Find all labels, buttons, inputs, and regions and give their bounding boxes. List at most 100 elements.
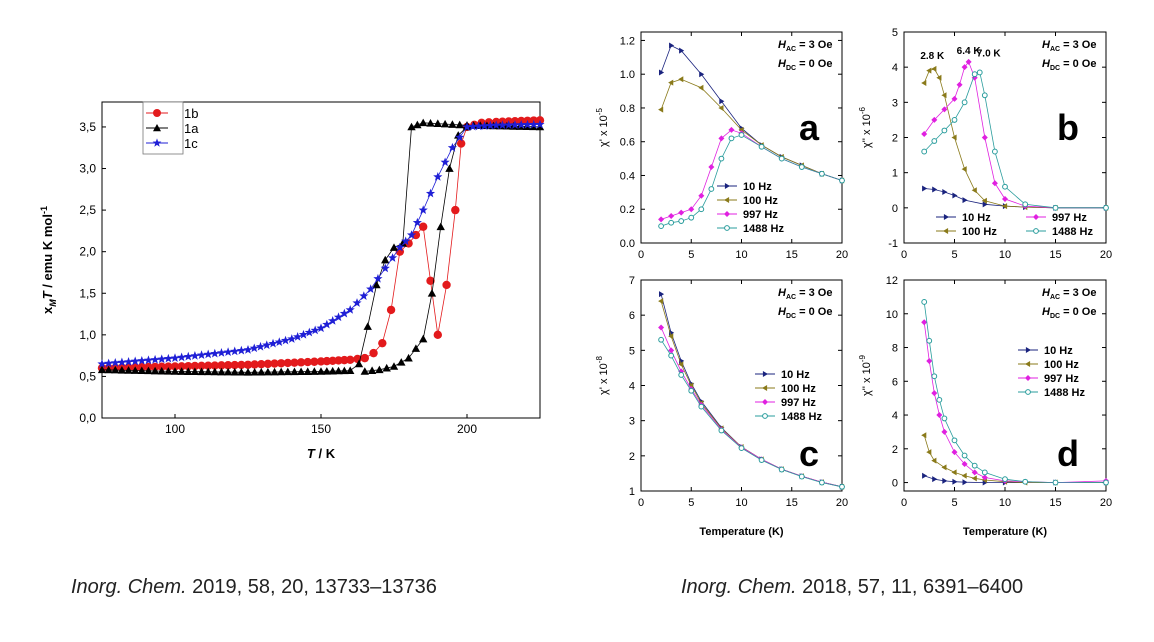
chart-a: 0 5 10 15 20 0.0 0.2 0.4 0.6 0.8 1.0 1.2 χ' x 10-5 10… (595, 31, 848, 261)
y-tick-label: 10 (886, 309, 898, 321)
data-point (931, 116, 938, 123)
legend-label: 10 Hz (743, 181, 772, 193)
data-point (976, 69, 983, 76)
data-point (668, 347, 675, 354)
data-point (718, 135, 725, 142)
data-point (316, 323, 326, 333)
citation-right: Inorg. Chem. 2018, 57, 11, 6391–6400 (681, 576, 1023, 599)
y-tick-label: 1.2 (620, 35, 635, 47)
data-point (962, 197, 968, 204)
data-point (395, 242, 405, 252)
data-point (921, 319, 928, 326)
citation-left: Inorg. Chem. 2019, 58, 20, 13733–13736 (71, 576, 437, 599)
data-point (359, 291, 369, 300)
y-tick-label: 1,5 (79, 286, 96, 300)
data-point (962, 479, 968, 486)
data-point (516, 119, 526, 129)
y-tick-label: 1 (892, 168, 898, 180)
data-point (419, 222, 428, 231)
data-point (360, 367, 369, 375)
data-point (104, 365, 113, 374)
data-point (956, 81, 963, 88)
data-point (941, 464, 947, 471)
panel-label-d: d (1057, 433, 1079, 474)
data-point (270, 359, 279, 368)
x-tick-label: 20 (1100, 249, 1112, 261)
data-point (223, 361, 233, 370)
data-point (698, 403, 705, 410)
field-annotation: HDC = 0 Oe (1042, 58, 1096, 72)
data-point (678, 372, 685, 378)
data-point (951, 437, 958, 444)
data-point (398, 239, 407, 247)
data-point (419, 118, 428, 127)
data-point (658, 324, 665, 331)
y-tick-label: 0,5 (79, 369, 96, 383)
data-point (367, 366, 377, 374)
legend-marker (762, 371, 768, 377)
data-point (310, 357, 319, 366)
data-point (718, 427, 725, 434)
x-axis-label: Temperature (K) (963, 526, 1047, 538)
data-point (283, 358, 293, 368)
data-point (372, 280, 381, 289)
y-tick-label: 2,0 (79, 245, 96, 259)
data-point (931, 138, 938, 144)
x-tick-label: 10 (735, 249, 747, 261)
data-point (931, 457, 937, 464)
data-point (328, 316, 338, 325)
data-point (442, 280, 451, 290)
data-point (798, 164, 805, 170)
y-tick-label: 0.8 (620, 103, 635, 115)
data-point (1022, 201, 1029, 208)
legend-marker (1025, 347, 1031, 353)
data-point (922, 472, 928, 479)
data-point (333, 312, 344, 322)
data-point (426, 119, 435, 127)
data-point (163, 353, 173, 363)
x-tick-label: 100 (165, 422, 185, 436)
data-point (427, 289, 437, 297)
data-point (412, 217, 422, 227)
data-point (688, 206, 695, 213)
data-point (440, 157, 450, 167)
data-point (203, 361, 213, 370)
data-point (1002, 476, 1008, 483)
data-point (216, 348, 227, 357)
data-point (387, 253, 398, 262)
data-point (276, 359, 286, 368)
data-point (150, 366, 160, 375)
y-tick-label: 4 (892, 410, 898, 422)
data-point (123, 357, 134, 366)
legend-label: 1488 Hz (1052, 226, 1093, 238)
y-tick-label: 6 (629, 310, 635, 322)
x-tick-label: 10 (999, 249, 1011, 261)
data-point (455, 120, 464, 129)
data-point (698, 192, 705, 199)
data-point (936, 412, 943, 419)
data-point (529, 119, 539, 129)
data-point (699, 71, 705, 78)
chart-c: 0 5 10 15 20 1 2 3 4 5 6 7 Temperature (K) χ' x 10-8 1… (595, 275, 848, 538)
chart-left: 100 150 200 0,0 0,5 1,0 1,5 2,0 2,5 3,0 3,5 T / K xM… (39, 101, 545, 461)
data-point (378, 338, 387, 348)
data-point (310, 325, 320, 335)
legend-label: 997 Hz (743, 209, 778, 221)
x-tick-label: 20 (836, 497, 848, 509)
data-point (97, 365, 107, 374)
data-point (296, 367, 306, 376)
data-point (243, 368, 253, 376)
data-point (456, 139, 466, 148)
field-annotation: HAC = 3 Oe (1042, 39, 1096, 53)
data-point (304, 327, 314, 337)
x-tick-label: 0 (901, 249, 907, 261)
data-point (263, 367, 273, 376)
y-tick-label: 1.0 (620, 69, 635, 81)
field-annotation: HAC = 3 Oe (778, 39, 832, 53)
data-point (346, 355, 355, 364)
data-point (290, 358, 299, 367)
data-point (921, 148, 928, 155)
x-axis-label: Temperature (K) (699, 526, 783, 538)
data-point (738, 132, 745, 138)
